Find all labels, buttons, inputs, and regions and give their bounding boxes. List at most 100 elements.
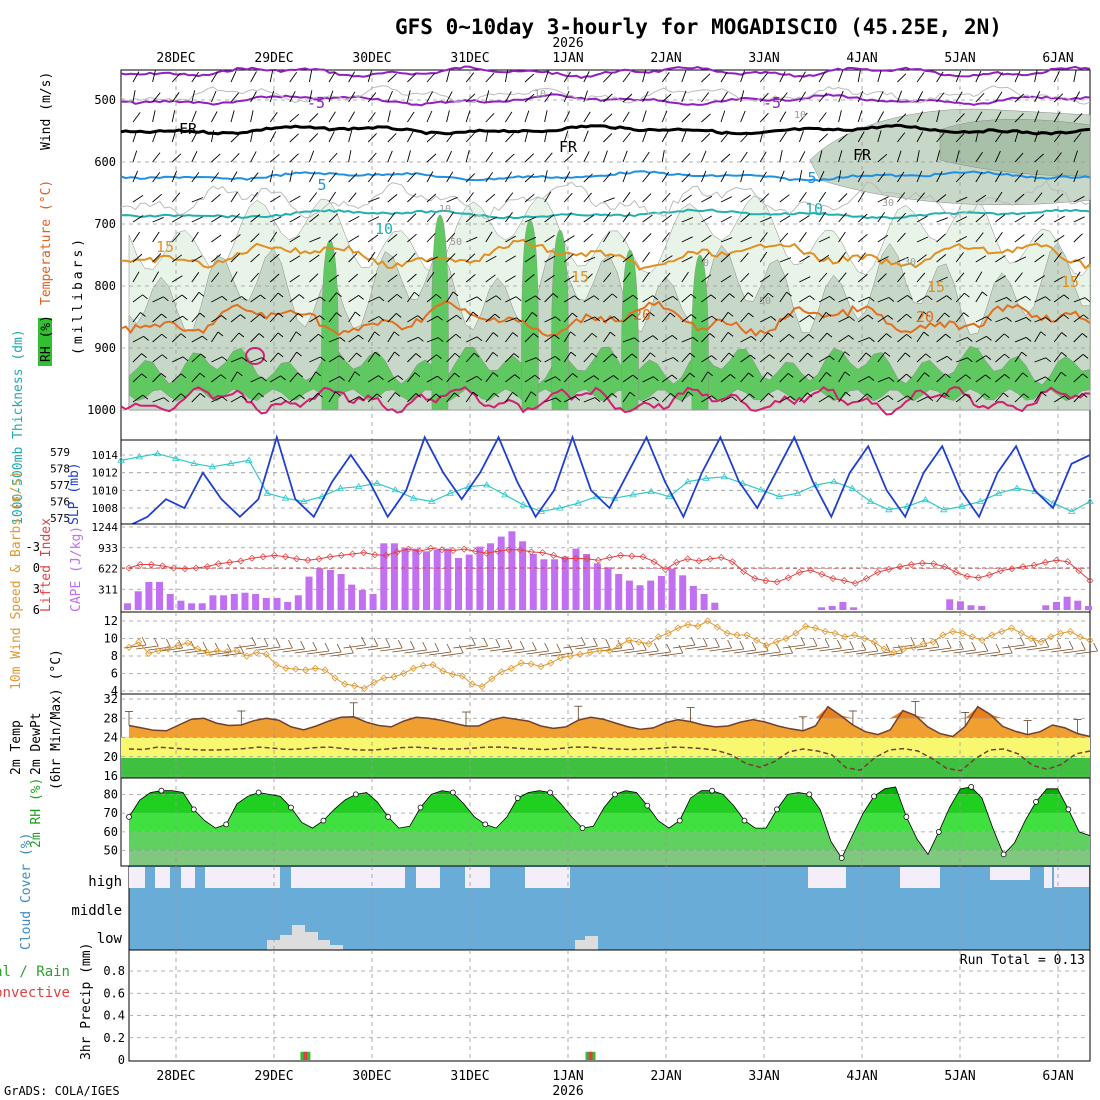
wind-barb-feather [748, 312, 754, 318]
wind-barb-feather [593, 295, 600, 301]
axis-tick-label: 12 [104, 614, 118, 628]
contour-label: 5 [807, 169, 816, 187]
wind-barb-shaft [798, 130, 804, 143]
surface-barb-feather [324, 642, 330, 652]
thickness-marker [684, 477, 692, 485]
wind-barb-shaft [602, 150, 608, 163]
bottom-date-label: 5JAN [944, 1069, 975, 1084]
li-marker [930, 560, 938, 568]
high-cloud-gap [1044, 867, 1052, 888]
wind-barb-shaft [171, 294, 183, 303]
wind-barb-shaft [387, 293, 398, 303]
wind-barb-shaft [250, 110, 254, 123]
wind-barb-shaft [348, 352, 357, 363]
surface-barb-shaft [489, 647, 513, 652]
wind-barb-shaft [720, 374, 731, 383]
wind-barb-shaft [740, 236, 752, 243]
li-marker [918, 559, 926, 567]
wind-barb-shaft [250, 192, 259, 203]
wind-barb-shaft [838, 133, 848, 143]
wind-speed-marker [566, 652, 574, 660]
wind-barb-shaft [544, 191, 552, 203]
wind-barb-shaft [367, 92, 377, 103]
wind-barb-shaft [368, 197, 380, 203]
contour-label: 20 [916, 308, 934, 326]
wind-barb-shaft [779, 396, 791, 403]
wind-barb-shaft [387, 133, 397, 143]
wind-barb-shaft [1034, 153, 1044, 163]
surface-barb-feather [544, 642, 549, 652]
wind-barb-shaft [211, 71, 219, 83]
wind-barb-shaft [544, 70, 549, 83]
contour-plus-10 [120, 208, 1091, 220]
surface-barb-feather [739, 640, 745, 650]
wind-barb-shaft [210, 90, 217, 103]
wind-barb-shaft [916, 215, 928, 223]
thickness-marker [702, 474, 710, 481]
thickness-marker [757, 486, 765, 493]
wind-barb-shaft [877, 172, 886, 183]
wind-barb-shaft [269, 253, 280, 263]
wind-barb-shaft [1014, 256, 1027, 263]
wind-barb-feather [887, 315, 894, 320]
wind-barb-feather [336, 292, 342, 297]
thickness-marker [921, 496, 930, 503]
wind-barb-feather [358, 334, 364, 340]
surface-barb-shaft [855, 650, 879, 655]
wind-barb-feather [594, 316, 600, 322]
wind-barb-shaft [524, 110, 530, 123]
wind-barb-shaft [524, 216, 537, 223]
wind-barb-shaft [328, 90, 334, 103]
wind-barb-feather [1060, 371, 1067, 377]
surface-barb-shaft [733, 649, 757, 654]
wind-barb-shaft [603, 93, 613, 103]
cape-bar [519, 541, 527, 610]
wind-barb-shaft [211, 234, 222, 243]
wind-barb-feather [1021, 351, 1027, 357]
wind-barb-shaft [152, 333, 162, 343]
wind-barb-feather [1084, 297, 1091, 303]
wind-barb-feather [258, 392, 264, 398]
wind-barb-shaft [955, 132, 965, 143]
wind-speed-marker [409, 664, 417, 672]
wind-speed-marker [370, 678, 378, 686]
high-cloud-gap [525, 867, 570, 888]
contour-label: FR [853, 146, 872, 164]
low-cloud-bar [330, 945, 343, 950]
wind-barb-shaft [740, 213, 750, 223]
cape-bar [540, 559, 548, 610]
wind-barb-shaft [1053, 215, 1065, 223]
wind-barb-shaft [779, 313, 789, 323]
wind-barb-shaft [583, 111, 591, 123]
wind-barb-shaft [407, 393, 417, 403]
rh-marker [903, 814, 910, 820]
wind-barb-shaft [269, 112, 278, 123]
wind-speed-marker [282, 664, 290, 672]
cape-bar [572, 548, 580, 610]
li-marker [550, 551, 558, 559]
wind-barb-shaft [583, 130, 589, 143]
top-date-axis: 28DEC 29DEC 30DEC 31DEC 1JAN 2JAN 3JAN 4JAN 5JAN… [156, 51, 1073, 66]
cape-bars [124, 531, 1092, 610]
wind-speed-marker [694, 622, 702, 630]
wind-barb-shaft [603, 231, 611, 243]
wind-barb-shaft [975, 271, 983, 283]
high-cloud-gap [1054, 867, 1089, 887]
low-cloud-shading [267, 925, 598, 950]
wind-barb-feather [454, 392, 460, 398]
wind-barb-feather [221, 296, 228, 301]
wind-barb-shaft [681, 336, 694, 343]
wind-barb-feather [887, 395, 894, 400]
wind-barb-shaft [818, 92, 828, 103]
wind-barb-feather [261, 376, 267, 382]
axis-tick-label: 1000 [87, 403, 116, 417]
wind-barb-feather [788, 313, 794, 318]
wind-barb-feather [182, 356, 189, 362]
wind-barb-shaft [171, 254, 183, 263]
wind-barb-feather [512, 332, 518, 337]
wind-barb-feather [709, 333, 716, 338]
wind-barb-feather [415, 353, 422, 358]
